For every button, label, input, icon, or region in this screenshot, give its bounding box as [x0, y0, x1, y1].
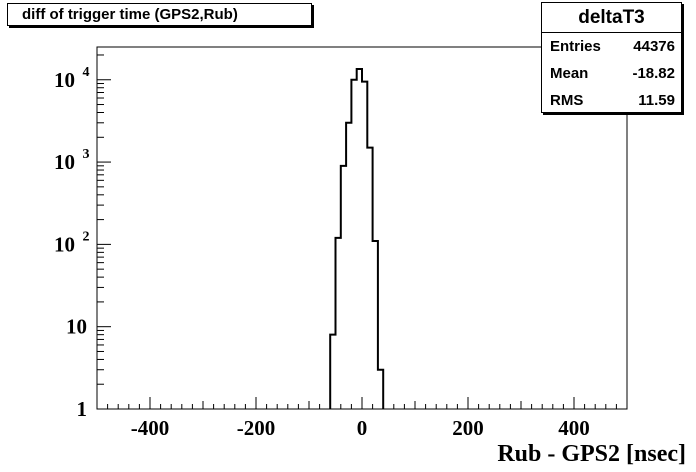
stats-label: RMS	[550, 92, 584, 109]
y-tick-label: 10	[54, 232, 75, 256]
y-axis-ticks: 1 10 10 2 10 3 10 4	[54, 54, 111, 421]
y-tick-label: 10	[54, 150, 75, 174]
y-tick-label: 10	[54, 68, 75, 92]
x-tick-label: -400	[131, 416, 170, 440]
x-axis-label: Rub - GPS2 [nsec]	[497, 441, 686, 467]
y-tick-label: 10	[66, 315, 87, 339]
y-tick-exponent: 4	[83, 65, 90, 80]
stats-value: 11.59	[638, 92, 675, 109]
stats-histogram-name: deltaT3	[542, 3, 681, 33]
stats-label: Mean	[550, 65, 589, 82]
stats-row-mean: Mean -18.82	[542, 60, 681, 87]
histogram-outline	[329, 68, 385, 409]
x-tick-label: 0	[357, 416, 368, 440]
stats-value: -18.82	[632, 65, 675, 82]
stats-value: 44376	[633, 38, 675, 55]
y-tick-exponent: 2	[83, 229, 90, 244]
x-tick-label: 200	[452, 416, 484, 440]
stats-row-entries: Entries 44376	[542, 33, 681, 60]
y-tick-exponent: 3	[83, 147, 90, 162]
x-tick-label: -200	[237, 416, 276, 440]
histogram-title: diff of trigger time (GPS2,Rub)	[7, 3, 312, 26]
x-tick-label: 400	[558, 416, 590, 440]
stats-box: deltaT3 Entries 44376 Mean -18.82 RMS 11…	[541, 2, 682, 113]
stats-row-rms: RMS 11.59	[542, 87, 681, 114]
stats-label: Entries	[550, 38, 601, 55]
x-axis-ticks: -400 -200 0 200 400	[96, 397, 628, 440]
y-tick-label: 1	[77, 397, 88, 421]
